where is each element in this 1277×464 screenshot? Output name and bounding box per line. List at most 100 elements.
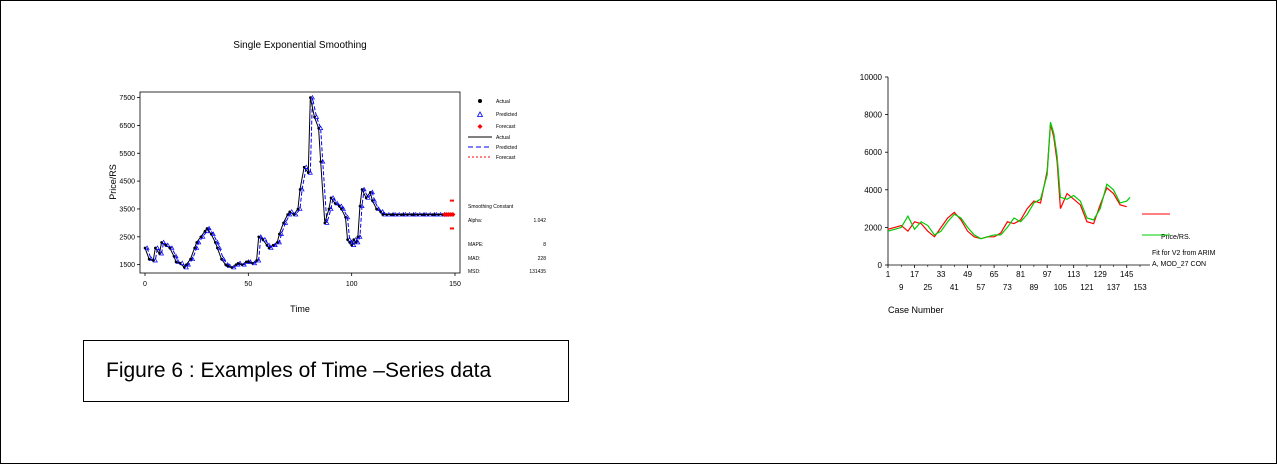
actual-point [422,213,426,216]
actual-point [313,115,316,119]
actual-point [151,259,155,262]
actual-point [182,266,186,269]
legend-forecast-line-label: Forecast [496,155,516,161]
actual-point [226,264,229,268]
legend-forecast-marker [477,124,483,129]
x-tick-label-bottom: 121 [1080,283,1094,292]
plot-area [139,91,461,274]
actual-point [257,235,260,239]
x-tick-label-top: 113 [1067,270,1080,279]
y-tick-label: 7500 [119,95,135,102]
actual-point [344,216,347,219]
accuracy-stats: Smoothing Constant Alpha: 1.042 MAPE: 8 … [468,204,546,275]
series-group [887,121,1131,240]
mape-label: MAPE: [468,242,484,248]
actual-point [337,204,341,208]
msd-label: MSD: [468,269,481,275]
legend-predicted-line-label: Predicted [496,145,517,151]
x-tick-label-bottom: 153 [1133,283,1147,292]
x-tick-label-top: 129 [1094,270,1108,279]
actual-point [236,261,240,265]
actual-point [296,207,300,211]
mad-value: 228 [538,256,547,262]
y-tick-label: 0 [878,261,883,270]
x-tick-label-bottom: 89 [1029,283,1038,292]
actual-point [292,213,296,216]
actual-point [220,257,223,261]
actual-point [399,213,403,216]
x-tick-label-top: 81 [1016,270,1025,279]
x-tick-label-top: 49 [963,270,972,279]
actual-point [375,207,378,211]
x-tick-label: 150 [449,281,461,288]
chart-title: Single Exponential Smoothing [233,40,366,51]
actual-point [213,241,217,244]
actual-point [286,213,289,216]
actual-point [406,213,409,216]
x-tick-label-bottom: 105 [1054,283,1068,292]
actual-point [160,241,163,244]
y-tick-label: 4000 [864,186,882,195]
actual-point [358,204,362,208]
actual-point [168,246,172,250]
actual-point [385,213,389,216]
actual-point [174,260,178,264]
price-series-line [887,123,1127,240]
actual-point [195,241,198,244]
legend-fit-label-line2: A, MOD_27 CON [1152,261,1206,268]
actual-point [185,263,188,266]
actual-point [379,210,382,214]
actual-point [158,252,161,255]
actual-point [282,221,285,225]
series-group [143,94,456,270]
actual-point [354,241,358,244]
actual-point [199,235,203,239]
actual-point [244,260,248,264]
actual-point [360,188,364,191]
actual-point [209,232,213,236]
actual-point [430,213,434,216]
actual-point [364,196,368,200]
actual-point [309,96,312,99]
y-tick-label: 5500 [119,151,135,158]
x-axis-label: Case Number [888,305,944,315]
actual-point [368,190,372,194]
fit-series-line [887,121,1131,240]
actual-point [143,246,147,250]
legend-actual-marker [478,99,482,103]
actual-point [278,232,281,236]
actual-point [193,246,196,250]
actual-point [346,238,349,241]
actual-point [381,213,384,216]
actual-point [319,160,322,163]
predicted-line [146,97,447,269]
actual-point [224,263,227,266]
forecast-point [450,212,456,218]
x-tick-label-top: 65 [990,270,999,279]
actual-point [288,210,291,214]
legend-actual-label: Actual [496,99,510,105]
actual-point [267,246,271,250]
x-tick-label-bottom: 57 [976,283,985,292]
actual-point [433,213,436,216]
actual-point [426,213,430,216]
y-axis-ticks: 0 2000 4000 6000 8000 10000 [860,73,888,270]
legend-actual-line-label: Actual [496,135,510,141]
x-tick-label-top: 145 [1120,270,1134,279]
y-tick-label: 10000 [860,73,883,82]
actual-point [240,263,244,266]
mape-value: 8 [543,242,546,248]
single-exponential-smoothing-chart: Single Exponential Smoothing 15002500350… [108,40,546,314]
actual-point [203,229,207,233]
actual-point [298,188,302,191]
actual-point [340,207,343,211]
forecast-lower-bound [449,227,452,230]
actual-point [234,263,238,266]
actual-point [402,213,405,216]
legend-predicted-label: Predicted [496,112,517,118]
actual-point [410,213,413,216]
x-tick-label-top: 33 [937,270,946,279]
y-tick-label: 3500 [119,206,135,213]
y-tick-label: 6000 [864,148,882,157]
